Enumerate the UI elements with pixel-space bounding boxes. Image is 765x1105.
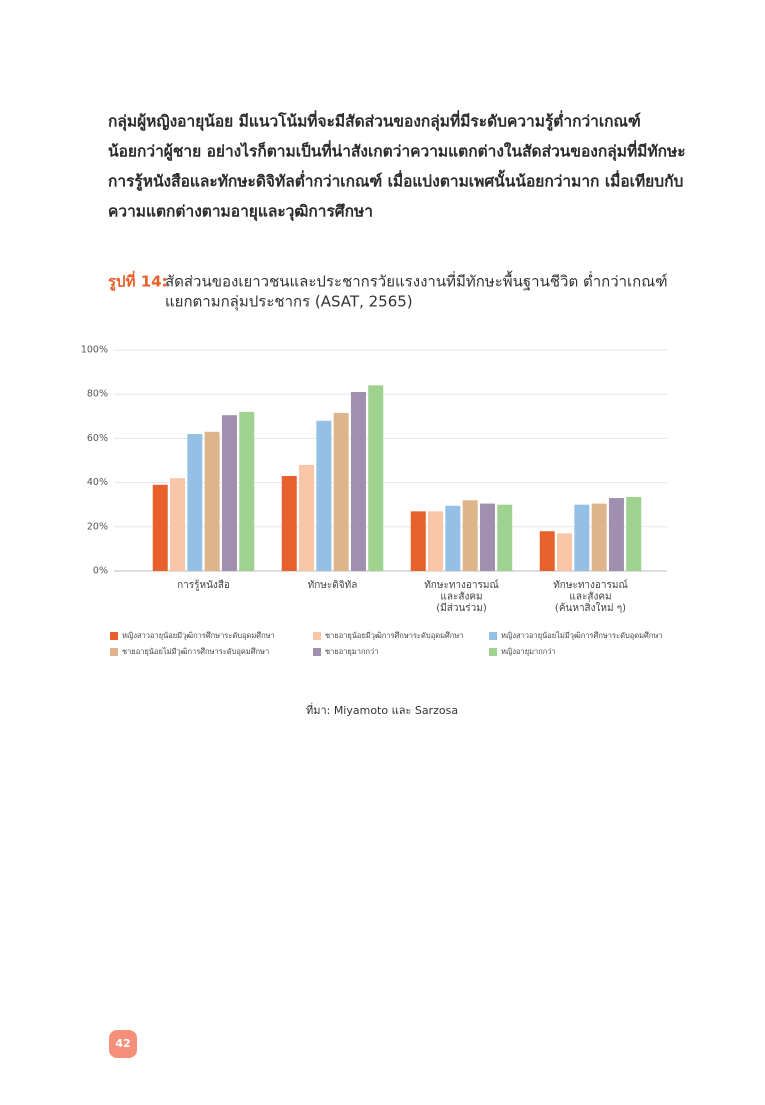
y-tick-label: 0% [93, 566, 108, 577]
x-tick-label: (ค้นหาสิ่งใหม่ ๆ) [555, 600, 626, 614]
x-tick-label: ทักษะทางอารมณ์ [424, 579, 499, 591]
legend-label: หญิงสาวอายุน้อยมีวุฒิการศึกษาระดับอุดมศึ… [122, 631, 275, 640]
bar [591, 503, 607, 571]
legend-label: ชายอายุน้อยไม่มีวุฒิการศึกษาระดับอุดมศึก… [122, 647, 269, 656]
x-tick-label: การรู้หนังสือ [177, 579, 230, 591]
page-number: 42 [115, 1037, 130, 1050]
bar [539, 531, 555, 571]
legend-swatch [313, 632, 321, 640]
bar [557, 533, 573, 571]
bar [350, 391, 366, 571]
legend-label: ชายอายุน้อยมีวุฒิการศึกษาระดับอุดมศึกษา [325, 631, 463, 640]
paragraph-line: น้อยกว่าผู้ชาย อย่างไรก็ตามเป็นที่น่าสัง… [108, 140, 686, 163]
legend-swatch [110, 648, 118, 656]
legend-label: ชายอายุมากกว่า [325, 647, 378, 656]
bar [608, 498, 624, 571]
bar [187, 433, 203, 571]
page-badge [109, 1030, 137, 1058]
bar [239, 411, 255, 571]
x-tick-label: (มีส่วนร่วม) [436, 602, 487, 614]
bar [221, 415, 237, 571]
x-tick-label: ทักษะทางอารมณ์ [553, 579, 628, 591]
legend-swatch [489, 632, 497, 640]
y-tick-label: 100% [81, 345, 108, 356]
bar [479, 503, 495, 571]
paragraph-line: การรู้หนังสือและทักษะดิจิทัลต่ำกว่าเกณฑ์… [108, 170, 683, 193]
paragraph-line: กลุ่มผู้หญิงอายุน้อย มีแนวโน้มที่จะมีสัด… [108, 110, 641, 133]
y-tick-label: 40% [87, 477, 108, 488]
figure-title: แยกตามกลุ่มประชากร (ASAT, 2565) [165, 293, 413, 312]
figure-label: รูปที่ 14: [108, 271, 168, 292]
x-tick-label: ทักษะดิจิทัล [308, 580, 358, 591]
legend-swatch [313, 648, 321, 656]
y-tick-label: 60% [87, 433, 108, 444]
bar [333, 412, 349, 571]
bar [445, 505, 461, 571]
bar [368, 385, 384, 571]
bar [299, 464, 315, 571]
bar [204, 431, 220, 571]
x-tick-label: และสังคม [569, 592, 611, 603]
bar [626, 496, 642, 571]
figure-title: สัดส่วนของเยาวชนและประชากรวัยแรงงานที่มี… [165, 271, 668, 291]
bar [574, 504, 590, 571]
paragraph-line: ความแตกต่างตามอายุและวุฒิการศึกษา [108, 203, 373, 222]
bar [152, 484, 168, 571]
source: ที่มา: Miyamoto และ Sarzosa [306, 702, 458, 717]
bar [497, 504, 513, 571]
bar [316, 420, 332, 571]
legend-swatch [489, 648, 497, 656]
bar [428, 511, 444, 571]
bar [281, 475, 297, 571]
bar [410, 511, 426, 571]
bar [170, 478, 186, 571]
legend-label: หญิงอายุมากกว่า [501, 647, 556, 656]
legend-swatch [110, 632, 118, 640]
y-tick-label: 20% [87, 521, 108, 532]
bar [462, 500, 478, 571]
y-tick-label: 80% [87, 389, 108, 400]
x-tick-label: และสังคม [440, 592, 482, 603]
legend-label: หญิงสาวอายุน้อยไม่มีวุฒิการศึกษาระดับอุด… [501, 631, 662, 640]
